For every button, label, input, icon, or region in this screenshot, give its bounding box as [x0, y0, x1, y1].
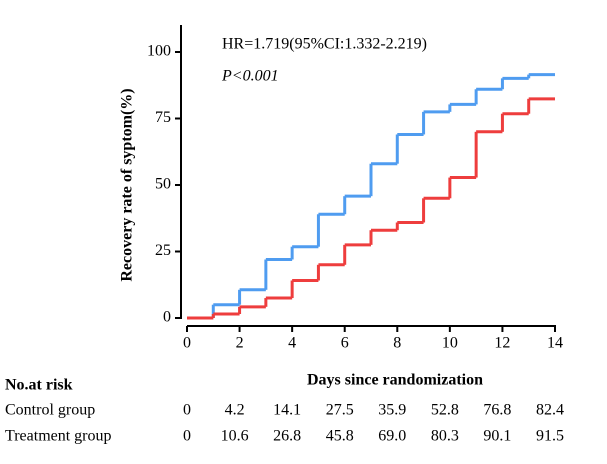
risk-value: 52.8	[431, 402, 459, 419]
risk-row-label: Control group	[5, 402, 95, 419]
x-tick-label: 4	[288, 335, 296, 352]
risk-value: 80.3	[431, 428, 459, 445]
risk-value: 90.1	[483, 428, 511, 445]
y-tick-label: 100	[147, 43, 171, 60]
risk-value: 14.1	[273, 402, 301, 419]
risk-value: 26.8	[273, 428, 301, 445]
y-tick-label: 0	[163, 309, 171, 326]
risk-value: 0	[183, 428, 191, 445]
risk-table-title: No.at risk	[5, 377, 73, 394]
x-tick-label: 14	[547, 335, 563, 352]
risk-value: 0	[183, 402, 191, 419]
y-tick-label: 25	[155, 242, 171, 259]
x-tick-label: 10	[442, 335, 458, 352]
x-tick-label: 8	[393, 335, 401, 352]
y-axis-label: Recovery rate of syptom(%)	[119, 88, 136, 281]
x-tick-label: 6	[341, 335, 349, 352]
y-tick-label: 75	[155, 109, 171, 126]
risk-value: 76.8	[483, 402, 511, 419]
x-tick-label: 2	[236, 335, 244, 352]
risk-value: 4.2	[225, 402, 245, 419]
p-annotation: P<0.001	[221, 68, 279, 85]
risk-value: 27.5	[326, 402, 354, 419]
risk-value: 69.0	[378, 428, 406, 445]
y-tick-label: 50	[155, 176, 171, 193]
hr-annotation: HR=1.719(95%CI:1.332-2.219)	[222, 36, 427, 53]
risk-value: 45.8	[326, 428, 354, 445]
risk-value: 91.5	[536, 428, 564, 445]
x-axis-label: Days since randomization	[307, 372, 483, 389]
x-tick-label: 0	[183, 335, 191, 352]
x-tick-label: 12	[494, 335, 510, 352]
risk-value: 10.6	[221, 428, 249, 445]
risk-value: 35.9	[378, 402, 406, 419]
risk-value: 82.4	[536, 402, 564, 419]
risk-row-label: Treatment group	[5, 428, 112, 445]
